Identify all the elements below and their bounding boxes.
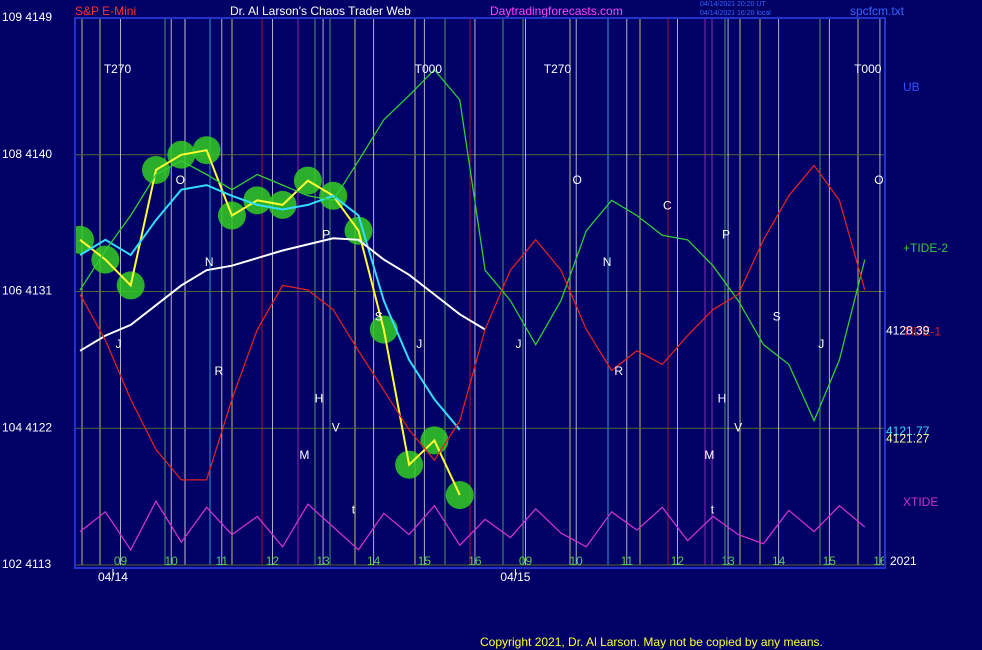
annotation: O <box>573 173 582 187</box>
series-line <box>79 237 486 352</box>
value-label: 4128.39 <box>886 323 930 337</box>
x-tick-label: 13 <box>316 554 330 568</box>
annotation: M <box>299 448 309 462</box>
x-tick-label: 13 <box>721 554 735 568</box>
value-label: 4121.27 <box>886 432 930 446</box>
annotation: T270 <box>104 62 132 76</box>
annotation: N <box>205 255 214 269</box>
file-name: spcfcm.txt <box>850 4 905 18</box>
annotation: C <box>663 199 672 213</box>
x-tick-label: 16 <box>873 554 887 568</box>
annotation: H <box>718 392 727 406</box>
y-tick-label: 106 4131 <box>2 284 52 298</box>
year: 2021 <box>890 554 917 568</box>
annotation: V <box>332 420 340 434</box>
x-tick-label: 12 <box>671 554 685 568</box>
annotation: M <box>704 448 714 462</box>
series-line <box>79 499 866 552</box>
annotation: J <box>515 337 521 351</box>
series-line <box>79 184 461 431</box>
x-tick-label: 10 <box>165 554 179 568</box>
series-label: UB <box>903 80 920 94</box>
site: Daytradingforecasts.com <box>490 4 623 18</box>
annotation: J <box>416 337 422 351</box>
plot-frame <box>74 17 886 569</box>
annotation: P <box>322 227 330 241</box>
series-line <box>79 68 866 423</box>
annotation: R <box>214 364 223 378</box>
annotation: J <box>818 337 824 351</box>
x-tick-label: 14 <box>772 554 786 568</box>
series-line <box>79 164 866 481</box>
instrument: S&P E-Mini <box>75 4 136 18</box>
annotation: t <box>711 502 715 516</box>
x-tick-label: 15 <box>418 554 432 568</box>
annotation: O <box>176 173 185 187</box>
annotation: N <box>603 255 612 269</box>
x-tick-label: 11 <box>621 554 634 568</box>
x-tick-label: 15 <box>823 554 837 568</box>
date-label: 04/15 <box>500 570 530 584</box>
annotation: J <box>116 337 122 351</box>
x-tick-label: 11 <box>216 554 229 568</box>
annotation: t <box>352 502 356 516</box>
timestamp: 04/14/2021 16:20 local <box>700 10 771 17</box>
x-tick-label: 12 <box>266 554 280 568</box>
series-label: XTIDE <box>903 495 938 509</box>
annotation: S <box>375 310 383 324</box>
y-tick-label: 109 4149 <box>2 10 52 24</box>
x-tick-label: 09 <box>519 554 533 568</box>
chart-title: Dr. Al Larson's Chaos Trader Web <box>230 4 411 18</box>
x-tick-label: 14 <box>367 554 381 568</box>
series-label: +TIDE-2 <box>903 241 948 255</box>
y-tick-label: 108 4140 <box>2 147 52 161</box>
x-tick-label: 16 <box>468 554 482 568</box>
copyright: Copyright 2021, Dr. Al Larson. May not b… <box>480 635 823 649</box>
value-label: 4121.77 <box>886 424 930 438</box>
annotation: P <box>722 227 730 241</box>
series-line <box>79 149 461 496</box>
x-tick-label: 10 <box>570 554 584 568</box>
annotation: H <box>315 392 324 406</box>
series-label: TIDE-1 <box>903 325 941 339</box>
annotation: T000 <box>854 62 882 76</box>
y-tick-label: 102 4113 <box>2 557 51 571</box>
annotation: V <box>734 420 742 434</box>
annotation: T000 <box>415 62 443 76</box>
y-tick-label: 104 4122 <box>2 420 52 434</box>
annotation: R <box>614 364 623 378</box>
annotation: O <box>874 173 883 187</box>
annotation: T270 <box>544 62 572 76</box>
x-tick-label: 09 <box>114 554 128 568</box>
date-label: 04/14 <box>98 570 128 584</box>
annotation: S <box>773 310 781 324</box>
timestamp: 04/14/2021 20:20 UT <box>700 1 766 8</box>
